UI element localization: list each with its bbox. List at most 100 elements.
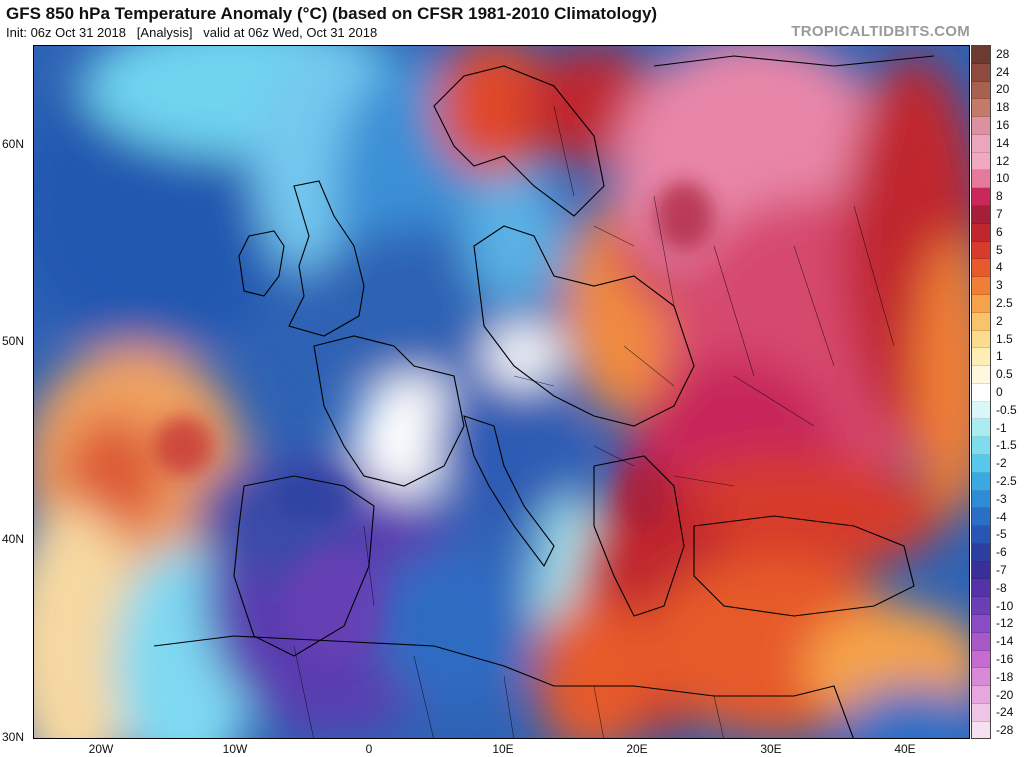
colorbar-segment — [972, 330, 990, 349]
colorbar-label: 7 — [996, 207, 1003, 222]
colorbar-label: -7 — [996, 562, 1007, 577]
colorbar-label: 1.5 — [996, 331, 1013, 346]
lat-label-40n: 40N — [2, 532, 25, 546]
colorbar-label: 2.5 — [996, 296, 1013, 311]
colorbar-segment — [972, 46, 990, 64]
balkans-outline — [593, 455, 685, 617]
colorbar-label: 10 — [996, 171, 1010, 186]
colorbar-segment — [972, 312, 990, 331]
colorbar-label: 16 — [996, 118, 1010, 133]
lon-label-20e: 20E — [626, 742, 648, 756]
lon-label-20w: 20W — [88, 742, 114, 756]
colorbar-segment — [972, 632, 990, 651]
colorbar-label: 4 — [996, 260, 1003, 275]
ireland-outline — [238, 230, 285, 297]
colorbar-label: -24 — [996, 705, 1014, 720]
anomaly-map[interactable] — [33, 45, 970, 739]
north-africa-coast — [153, 635, 854, 738]
colorbar-segment — [972, 383, 990, 402]
colorbar-segment — [972, 348, 990, 367]
colorbar-segment — [972, 650, 990, 669]
colorbar-segment — [972, 526, 990, 544]
colorbar-segment — [972, 259, 990, 278]
colorbar-label: 3 — [996, 278, 1003, 293]
colorbar-label: -20 — [996, 687, 1014, 702]
colorbar-segment — [972, 721, 990, 738]
iberia-outline — [233, 475, 375, 657]
colorbar-segment — [972, 703, 990, 722]
colorbar-segment — [972, 561, 990, 580]
colorbar-label: -14 — [996, 634, 1014, 649]
colorbar-segment — [972, 419, 990, 438]
lon-label-40e: 40E — [894, 742, 916, 756]
brand-watermark[interactable]: TROPICALTIDBITS.COM — [791, 23, 970, 40]
colorbar-label: 2 — [996, 313, 1003, 328]
colorbar-segment — [972, 277, 990, 295]
colorbar-segment — [972, 454, 990, 473]
colorbar-label: -0.5 — [996, 402, 1017, 417]
colorbar-segment — [972, 668, 990, 687]
colorbar-label: 8 — [996, 189, 1003, 204]
colorbar-label: -28 — [996, 723, 1014, 738]
colorbar-label: 18 — [996, 100, 1010, 115]
france-outline — [313, 335, 465, 487]
colorbar-label: -18 — [996, 669, 1014, 684]
lon-label-10e: 10E — [492, 742, 514, 756]
colorbar-label: -1.5 — [996, 438, 1017, 453]
colorbar-label: -2 — [996, 456, 1007, 471]
lat-label-60n: 60N — [2, 137, 25, 151]
colorbar-label: -1 — [996, 420, 1007, 435]
chart-title: GFS 850 hPa Temperature Anomaly (°C) (ba… — [6, 4, 658, 23]
colorbar-segment — [972, 81, 990, 100]
colorbar-segment — [972, 223, 990, 242]
colorbar-label: -10 — [996, 598, 1014, 613]
lon-label-30e: 30E — [760, 742, 782, 756]
anomaly-field — [34, 46, 969, 738]
colorbar-segment — [972, 63, 990, 82]
colorbar-segment — [972, 437, 990, 455]
colorbar-segment — [972, 241, 990, 260]
colorbar-label: 28 — [996, 46, 1010, 61]
borders — [293, 105, 895, 738]
colorbar-segment — [972, 579, 990, 598]
arctic-coast — [653, 55, 935, 67]
colorbar-label: 0 — [996, 385, 1003, 399]
central-europe-outline — [473, 225, 695, 427]
colorbar-label: 14 — [996, 135, 1010, 150]
colorbar-segment — [972, 294, 990, 313]
lon-label-10w: 10W — [222, 742, 248, 756]
colorbar-segment — [972, 117, 990, 135]
colorbar-segment — [972, 490, 990, 509]
turkey-outline — [693, 515, 915, 617]
colorbar-label: -12 — [996, 616, 1014, 631]
colorbar-segment — [972, 152, 990, 171]
colorbar-label: 12 — [996, 153, 1010, 168]
colorbar-segment — [972, 686, 990, 704]
colorbar-segment — [972, 543, 990, 562]
colorbar-segment — [972, 188, 990, 207]
colorbar-segment — [972, 134, 990, 153]
colorbar-label: 6 — [996, 224, 1003, 239]
lat-label-30n: 30N — [2, 730, 25, 744]
colorbar-label: 5 — [996, 242, 1003, 257]
colorbar-segment — [972, 597, 990, 615]
colorbar-label: -8 — [996, 580, 1007, 595]
colorbar-label: -2.5 — [996, 473, 1017, 488]
colorbar-label: 24 — [996, 64, 1010, 79]
colorbar-label: -6 — [996, 545, 1007, 560]
colorbar-segment — [972, 472, 990, 491]
colorbar-label: -16 — [996, 651, 1014, 666]
map-canvas — [34, 46, 969, 738]
colorbar-segment — [972, 615, 990, 633]
scandinavia-outline — [433, 65, 605, 217]
colorbar-label: -3 — [996, 491, 1007, 506]
colorbar-segment — [972, 170, 990, 189]
coastlines — [153, 55, 935, 738]
colorbar-segment — [972, 508, 990, 527]
colorbar-segment — [972, 206, 990, 224]
chart-subtitle: Init: 06z Oct 31 2018 [Analysis] valid a… — [6, 25, 378, 40]
lon-label-0: 0 — [365, 742, 373, 756]
colorbar-label: -4 — [996, 509, 1007, 524]
colorbar-label: 20 — [996, 82, 1010, 97]
colorbar-segment — [972, 401, 990, 420]
